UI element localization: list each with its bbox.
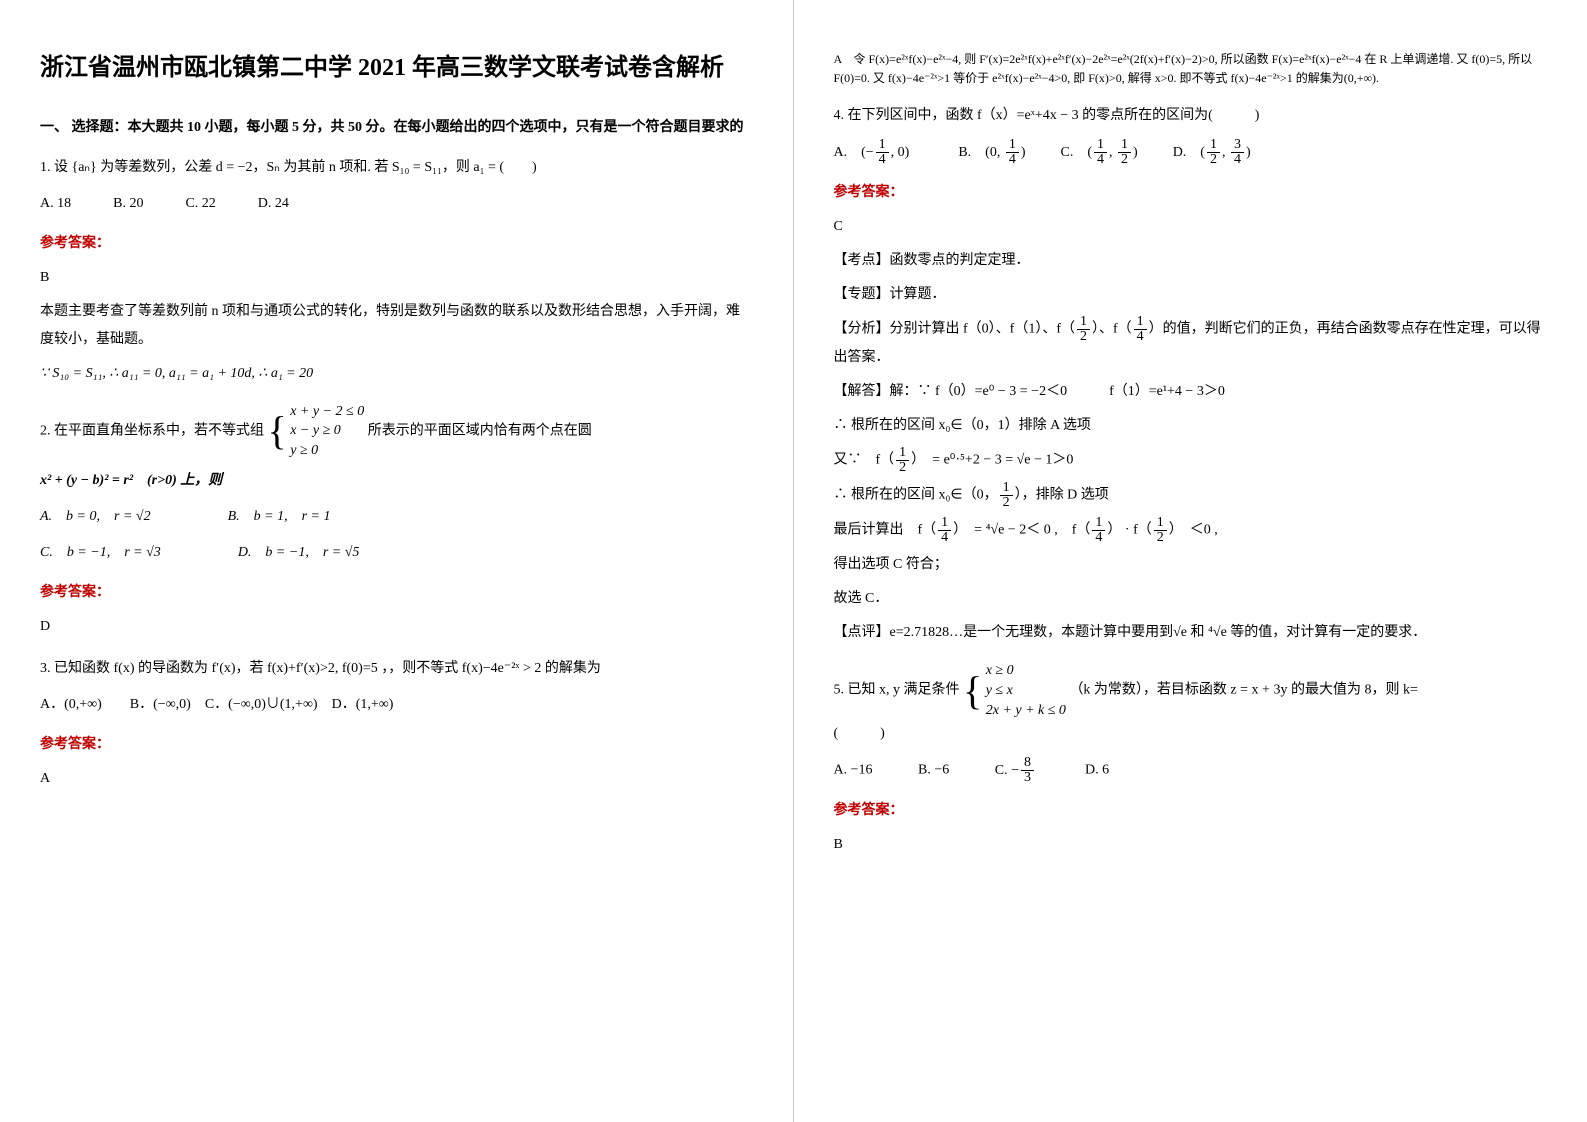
q1-answer: B xyxy=(40,264,753,292)
q4-jie3: 又∵ f（12） = e⁰·⁵+2 − 3 = √e − 1＞0 xyxy=(834,446,1548,475)
q4-optD-mid: , xyxy=(1222,145,1229,160)
q4-jie4a: ∴ 根所在的区间 x₀∈（0， xyxy=(834,488,998,503)
q4-answer-label: 参考答案： xyxy=(834,179,1548,207)
q2-answer: D xyxy=(40,613,753,641)
q4-optD-post: ) xyxy=(1246,145,1251,160)
q2-system: x + y − 2 ≤ 0 x − y ≥ 0 y ≥ 0 xyxy=(290,402,364,461)
q4-kd: 【考点】函数零点的判定定理． xyxy=(834,247,1548,275)
q2-optD: D. b = −1, r = √5 xyxy=(238,545,360,560)
q1-options: A. 18 B. 20 C. 22 D. 24 xyxy=(40,190,753,218)
q4-jie3a: 又∵ f（ xyxy=(834,453,895,468)
q4-jie6: 得出选项 C 符合； xyxy=(834,551,1548,579)
q3-explain: A 令 F(x)=e²ˣf(x)−e²ˣ−4, 则 F′(x)=2e²ˣf(x)… xyxy=(834,50,1548,88)
problem-4: 4. 在下列区间中，函数 f（x）=eˣ+4x − 3 的零点所在的区间为( )… xyxy=(834,102,1548,647)
q3-stem: 3. 已知函数 f(x) 的导函数为 f′(x)，若 f(x)+f′(x)>2,… xyxy=(40,655,753,683)
brace-icon: { xyxy=(963,671,982,711)
q5-optC: C. −83 xyxy=(995,763,1040,778)
q1-answer-label: 参考答案： xyxy=(40,230,753,258)
q3-options: A．(0,+∞) B．(−∞,0) C．(−∞,0)∪(1,+∞) D．(1,+… xyxy=(40,691,753,719)
problem-5: 5. 已知 x, y 满足条件 { x ≥ 0 y ≤ x 2x + y + k… xyxy=(834,661,1548,859)
problem-3: 3. 已知函数 f(x) 的导函数为 f′(x)，若 f(x)+f′(x)>2,… xyxy=(40,655,753,793)
q5-optC-pre: C. − xyxy=(995,763,1019,778)
q2-sys3: y ≥ 0 xyxy=(290,441,364,461)
q4-dp: 【点评】e=2.71828…是一个无理数，本题计算中要用到√e 和 ⁴√e 等的… xyxy=(834,619,1548,647)
q2-sys2: x − y ≥ 0 xyxy=(290,421,364,441)
q2-stem: 2. 在平面直角坐标系中，若不等式组 { x + y − 2 ≤ 0 x − y… xyxy=(40,402,753,461)
q3-answer: A xyxy=(40,765,753,793)
q1-calc: ∵ S₁₀ = S₁₁, ∴ a₁₁ = 0, a₁₁ = a₁ + 10d, … xyxy=(40,360,753,388)
q5-options: A. −16 B. −6 C. −83 D. 6 xyxy=(834,756,1548,785)
q5-answer: B xyxy=(834,831,1548,859)
q4-jie5b: ） = ⁴√e − 2＜ 0 , f（ xyxy=(953,523,1090,538)
q2-stem-tail: 所表示的平面区域内恰有两个点在圆 xyxy=(368,423,592,438)
q2-circle: x² + (y − b)² = r² (r>0) 上，则 xyxy=(40,467,753,495)
q2-options-row1: A. b = 0, r = √2 B. b = 1, r = 1 xyxy=(40,503,753,531)
q5-optD: D. 6 xyxy=(1085,763,1109,778)
problem-2: 2. 在平面直角坐标系中，若不等式组 { x + y − 2 ≤ 0 x − y… xyxy=(40,402,753,641)
q4-optD: D. (12, 34) xyxy=(1173,145,1251,160)
q4-stem: 4. 在下列区间中，函数 f（x）=eˣ+4x − 3 的零点所在的区间为( ) xyxy=(834,102,1548,130)
q4-fx2: ）、f（ xyxy=(1092,322,1132,337)
q4-optC-mid: , xyxy=(1109,145,1116,160)
q4-jie5a: 最后计算出 f（ xyxy=(834,523,937,538)
q4-optC-post: ) xyxy=(1133,145,1138,160)
q1-stem: 1. 设 {aₙ} 为等差数列，公差 d = −2，Sₙ 为其前 n 项和. 若… xyxy=(40,154,753,182)
q5-optB: B. −6 xyxy=(918,763,949,778)
q4-jie5c: ） · f（ xyxy=(1107,523,1151,538)
page-title: 浙江省温州市瓯北镇第二中学 2021 年高三数学文联考试卷含解析 xyxy=(40,50,753,86)
q2-optA: A. b = 0, r = √2 xyxy=(40,509,151,524)
q4-optB-post: ) xyxy=(1021,145,1026,160)
q4-jie4b: ），排除 D 选项 xyxy=(1015,488,1109,503)
q5-sys3: 2x + y + k ≤ 0 xyxy=(986,701,1066,721)
q4-jie2: ∴ 根所在的区间 x₀∈（0，1）排除 A 选项 xyxy=(834,412,1548,440)
q2-optC: C. b = −1, r = √3 xyxy=(40,545,161,560)
q2-options-row2: C. b = −1, r = √3 D. b = −1, r = √5 xyxy=(40,539,753,567)
q2-sys1: x + y − 2 ≤ 0 xyxy=(290,402,364,422)
q4-optA-post: , 0) xyxy=(891,145,910,160)
q5-answer-label: 参考答案： xyxy=(834,797,1548,825)
q4-jie4: ∴ 根所在的区间 x₀∈（0，12），排除 D 选项 xyxy=(834,481,1548,510)
q4-jie5: 最后计算出 f（14） = ⁴√e − 2＜ 0 , f（14） · f（12）… xyxy=(834,516,1548,545)
q4-fx1: 【分析】分别计算出 f（0）、f（1）、f（ xyxy=(834,322,1076,337)
q3-answer-label: 参考答案： xyxy=(40,731,753,759)
q2-optB: B. b = 1, r = 1 xyxy=(228,509,331,524)
q5-optA: A. −16 xyxy=(834,763,873,778)
q5-stem: 5. 已知 x, y 满足条件 { x ≥ 0 y ≤ x 2x + y + k… xyxy=(834,661,1548,748)
q5-system: x ≥ 0 y ≤ x 2x + y + k ≤ 0 xyxy=(986,661,1066,720)
q4-optC-pre: C. ( xyxy=(1061,145,1093,160)
q2-answer-label: 参考答案： xyxy=(40,579,753,607)
q5-stem-head: 5. 已知 x, y 满足条件 xyxy=(834,683,964,698)
q4-options: A. (−14, 0) B. (0, 14) C. (14, 12) D. (1… xyxy=(834,138,1548,167)
q4-optD-pre: D. ( xyxy=(1173,145,1205,160)
problem-1: 1. 设 {aₙ} 为等差数列，公差 d = −2，Sₙ 为其前 n 项和. 若… xyxy=(40,154,753,388)
q4-jie1: 【解答】解：∵ f（0）=e⁰ − 3 = −2＜0 f（1）=e¹+4 − 3… xyxy=(834,378,1548,406)
q4-optB: B. (0, 14) xyxy=(958,145,1029,160)
q5-sys1: x ≥ 0 xyxy=(986,661,1066,681)
q4-optB-pre: B. (0, xyxy=(958,145,1004,160)
q4-optA: A. (−14, 0) xyxy=(834,145,913,160)
q4-answer: C xyxy=(834,213,1548,241)
q4-fx: 【分析】分别计算出 f（0）、f（1）、f（12）、f（14）的值，判断它们的正… xyxy=(834,315,1548,372)
q4-jie3b: ） = e⁰·⁵+2 − 3 = √e − 1＞0 xyxy=(911,453,1073,468)
brace-icon: { xyxy=(268,411,287,451)
q2-stem-head: 2. 在平面直角坐标系中，若不等式组 xyxy=(40,423,268,438)
q4-optA-pre: A. (− xyxy=(834,145,874,160)
q4-jie7: 故选 C． xyxy=(834,585,1548,613)
section-header: 一、 选择题：本大题共 10 小题，每小题 5 分，共 50 分。在每小题给出的… xyxy=(40,116,753,140)
q4-jie5d: ） ＜0 , xyxy=(1169,523,1218,538)
q4-zt: 【专题】计算题． xyxy=(834,281,1548,309)
q4-optC: C. (14, 12) xyxy=(1061,145,1142,160)
q5-sys2: y ≤ x xyxy=(986,681,1066,701)
q1-explain: 本题主要考查了等差数列前 n 项和与通项公式的转化，特别是数列与函数的联系以及数… xyxy=(40,298,753,354)
